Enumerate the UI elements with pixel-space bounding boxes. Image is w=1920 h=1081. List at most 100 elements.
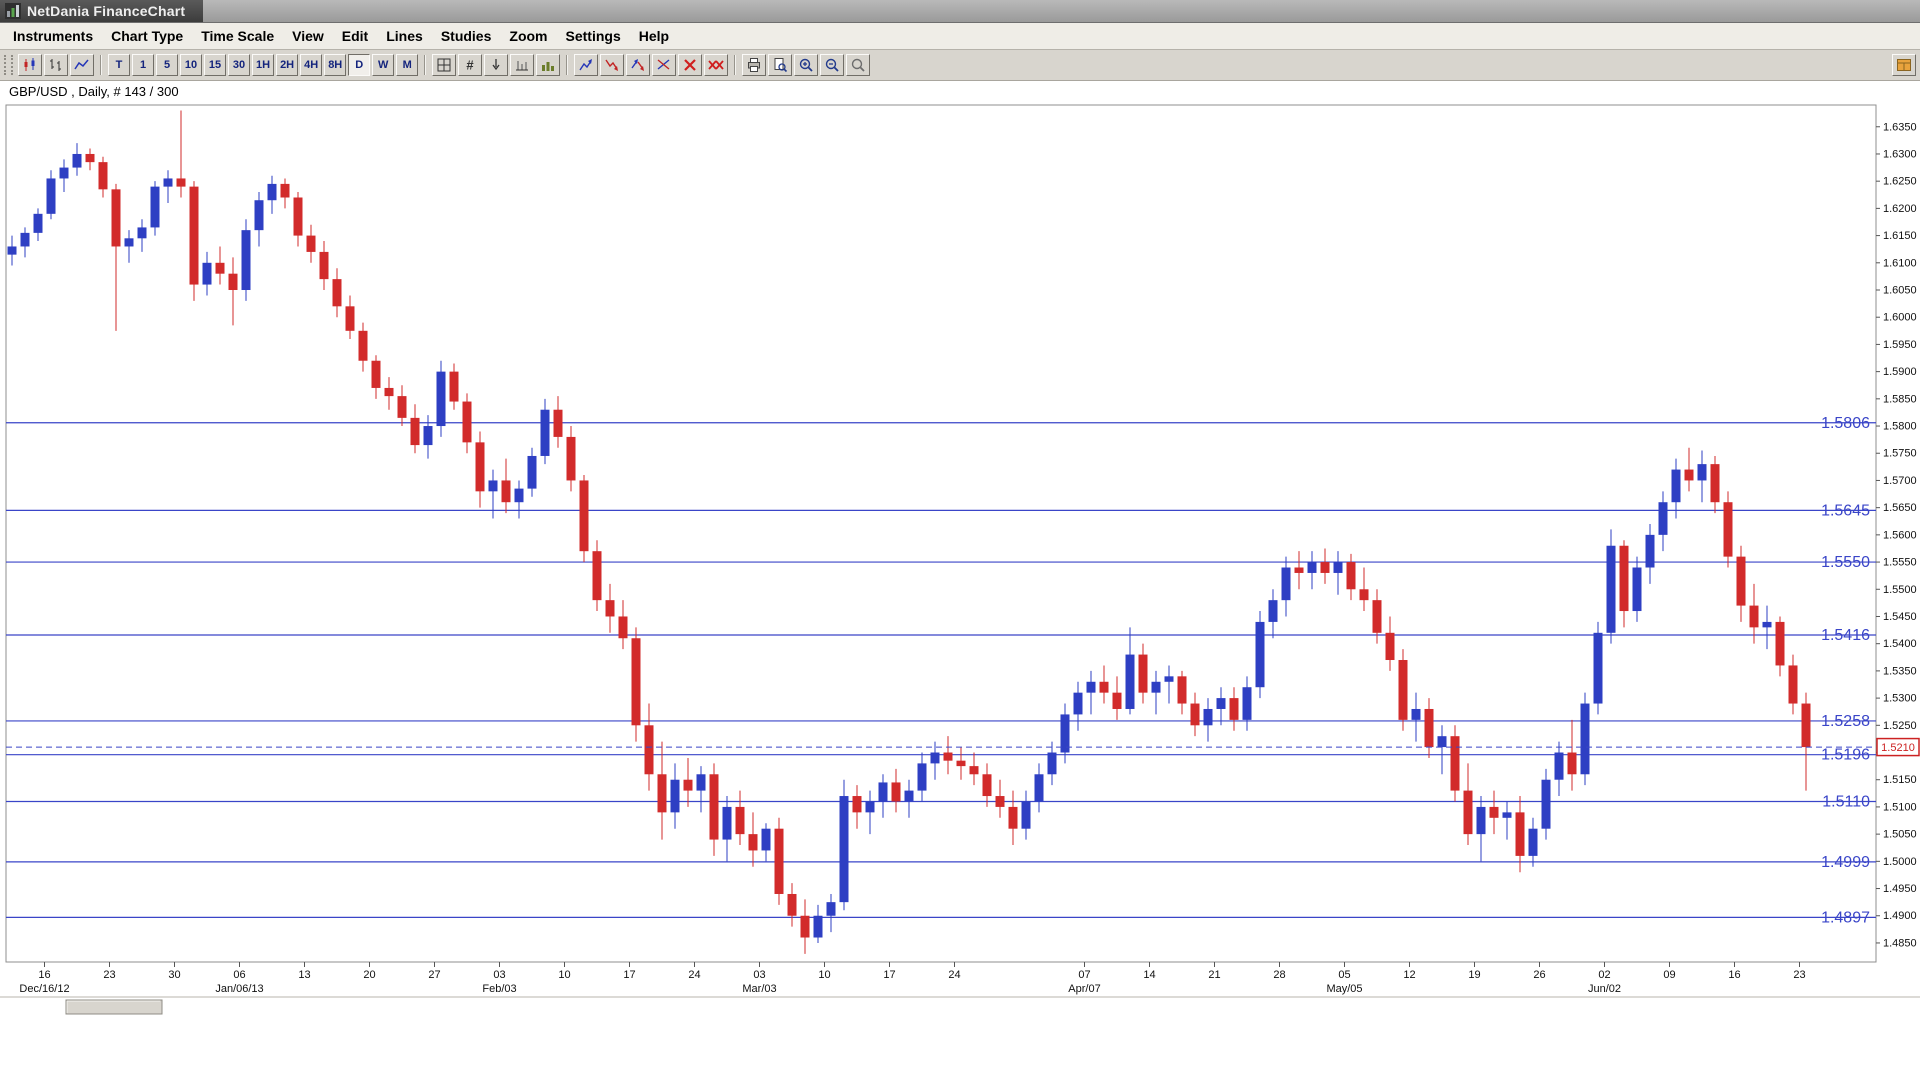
- grid-toggle-button[interactable]: [432, 54, 457, 76]
- menu-bar: Instruments Chart Type Time Scale View E…: [0, 23, 1920, 50]
- svg-text:1.4900: 1.4900: [1883, 910, 1917, 922]
- chart-type-line-button[interactable]: [70, 54, 94, 76]
- svg-text:17: 17: [623, 969, 635, 981]
- svg-text:1.5210: 1.5210: [1881, 742, 1915, 754]
- title-bar[interactable]: NetDania FinanceChart: [0, 0, 1920, 23]
- svg-text:1.5150: 1.5150: [1883, 774, 1917, 786]
- svg-text:1.4999: 1.4999: [1821, 854, 1870, 871]
- menu-zoom[interactable]: Zoom: [509, 28, 548, 44]
- timeframe-daily-button[interactable]: D: [348, 54, 371, 76]
- svg-text:09: 09: [1663, 969, 1675, 981]
- signal-cross-icon: [657, 59, 670, 70]
- menu-view[interactable]: View: [292, 28, 324, 44]
- workspace-panel-button[interactable]: [1892, 54, 1916, 76]
- svg-text:1.5250: 1.5250: [1883, 720, 1917, 732]
- svg-text:1.5100: 1.5100: [1883, 801, 1917, 813]
- candles: [7, 110, 1811, 954]
- volume-button[interactable]: [536, 54, 561, 76]
- toolbar-separator: [566, 55, 569, 75]
- line-chart-icon: [74, 59, 89, 70]
- menu-instruments[interactable]: Instruments: [13, 28, 94, 44]
- timeframe-1min-button[interactable]: 1: [132, 54, 154, 76]
- menu-time-scale[interactable]: Time Scale: [201, 28, 275, 44]
- signal-cross-tool-button[interactable]: [652, 54, 677, 76]
- svg-text:Feb/03: Feb/03: [482, 983, 516, 995]
- svg-text:1.5800: 1.5800: [1883, 421, 1917, 433]
- candlestick-chart[interactable]: 1.5806 1.5645 1.5550 1.5416 1.5258 1.5196 1.51…: [0, 81, 1920, 1081]
- svg-text:30: 30: [168, 969, 180, 981]
- svg-text:Mar/03: Mar/03: [742, 983, 776, 995]
- svg-text:17: 17: [883, 969, 895, 981]
- timeframe-tick-button[interactable]: T: [108, 54, 130, 76]
- trend-arrows-updown-icon: [631, 59, 645, 71]
- timeframe-5min-button[interactable]: 5: [156, 54, 178, 76]
- svg-text:16: 16: [38, 969, 50, 981]
- svg-text:12: 12: [1403, 969, 1415, 981]
- svg-text:1.6300: 1.6300: [1883, 148, 1917, 160]
- zoom-reset-button[interactable]: [846, 54, 871, 76]
- svg-text:1.6100: 1.6100: [1883, 257, 1917, 269]
- svg-text:23: 23: [1793, 969, 1805, 981]
- svg-text:1.6250: 1.6250: [1883, 176, 1917, 188]
- zoom-in-button[interactable]: [794, 54, 819, 76]
- svg-text:1.5000: 1.5000: [1883, 856, 1917, 868]
- svg-text:1.5050: 1.5050: [1883, 829, 1917, 841]
- y-axis: 1.6350 1.6300 1.6250 1.6200 1.6150 1.6100 1.60…: [1876, 121, 1917, 949]
- svg-text:05: 05: [1338, 969, 1350, 981]
- chart-type-candlestick-button[interactable]: [18, 54, 42, 76]
- delete-x-icon: [684, 59, 697, 71]
- chart-type-bars-button[interactable]: [44, 54, 68, 76]
- delete-study-button[interactable]: [678, 54, 703, 76]
- svg-text:1.5450: 1.5450: [1883, 611, 1917, 623]
- svg-text:13: 13: [298, 969, 310, 981]
- svg-text:1.5600: 1.5600: [1883, 529, 1917, 541]
- value-labels-button[interactable]: #: [458, 54, 483, 76]
- toolbar-separator: [424, 55, 427, 75]
- svg-text:03: 03: [493, 969, 505, 981]
- menu-studies[interactable]: Studies: [440, 28, 492, 44]
- timeframe-30min-button[interactable]: 30: [228, 54, 250, 76]
- svg-text:1.5645: 1.5645: [1821, 502, 1870, 519]
- print-preview-button[interactable]: [768, 54, 793, 76]
- svg-text:1.5500: 1.5500: [1883, 584, 1917, 596]
- print-preview-icon: [774, 58, 788, 73]
- timeframe-monthly-button[interactable]: M: [396, 54, 419, 76]
- menu-help[interactable]: Help: [638, 28, 670, 44]
- svg-text:Jun/02: Jun/02: [1588, 983, 1621, 995]
- timeframe-15min-button[interactable]: 15: [204, 54, 226, 76]
- delete-all-studies-button[interactable]: [704, 54, 729, 76]
- h-scrollbar-thumb[interactable]: [65, 999, 163, 1015]
- pointer-down-icon: [492, 59, 500, 71]
- menu-edit[interactable]: Edit: [341, 28, 369, 44]
- print-button[interactable]: [742, 54, 767, 76]
- svg-text:1.5416: 1.5416: [1821, 627, 1870, 644]
- menu-lines[interactable]: Lines: [386, 28, 423, 44]
- svg-text:Jan/06/13: Jan/06/13: [215, 983, 263, 995]
- trend-arrow-down-tool-button[interactable]: [600, 54, 625, 76]
- data-cursor-button[interactable]: [484, 54, 509, 76]
- timeframe-10min-button[interactable]: 10: [180, 54, 202, 76]
- panel-icon: [1897, 59, 1911, 71]
- timeframe-weekly-button[interactable]: W: [372, 54, 395, 76]
- bar-count-button[interactable]: [510, 54, 535, 76]
- svg-text:03: 03: [753, 969, 765, 981]
- zoom-out-button[interactable]: [820, 54, 845, 76]
- menu-settings[interactable]: Settings: [565, 28, 621, 44]
- trend-arrows-updown-tool-button[interactable]: [626, 54, 651, 76]
- timeframe-8h-button[interactable]: 8H: [324, 54, 347, 76]
- symbol-label: GBP/USD , Daily, # 143 / 300: [9, 84, 179, 99]
- timeframe-2h-button[interactable]: 2H: [276, 54, 299, 76]
- svg-text:1.4850: 1.4850: [1883, 937, 1917, 949]
- timeframe-4h-button[interactable]: 4H: [300, 54, 323, 76]
- svg-text:1.5400: 1.5400: [1883, 638, 1917, 650]
- svg-text:1.6000: 1.6000: [1883, 312, 1917, 324]
- delete-double-x-icon: [708, 60, 724, 70]
- toolbar-grip[interactable]: [4, 55, 13, 75]
- svg-text:14: 14: [1143, 969, 1155, 981]
- grid-icon: [437, 58, 451, 72]
- timeframe-1h-button[interactable]: 1H: [252, 54, 275, 76]
- trend-arrow-up-tool-button[interactable]: [574, 54, 599, 76]
- svg-text:1.5806: 1.5806: [1821, 415, 1870, 432]
- svg-text:1.5196: 1.5196: [1821, 747, 1870, 764]
- menu-chart-type[interactable]: Chart Type: [111, 28, 184, 44]
